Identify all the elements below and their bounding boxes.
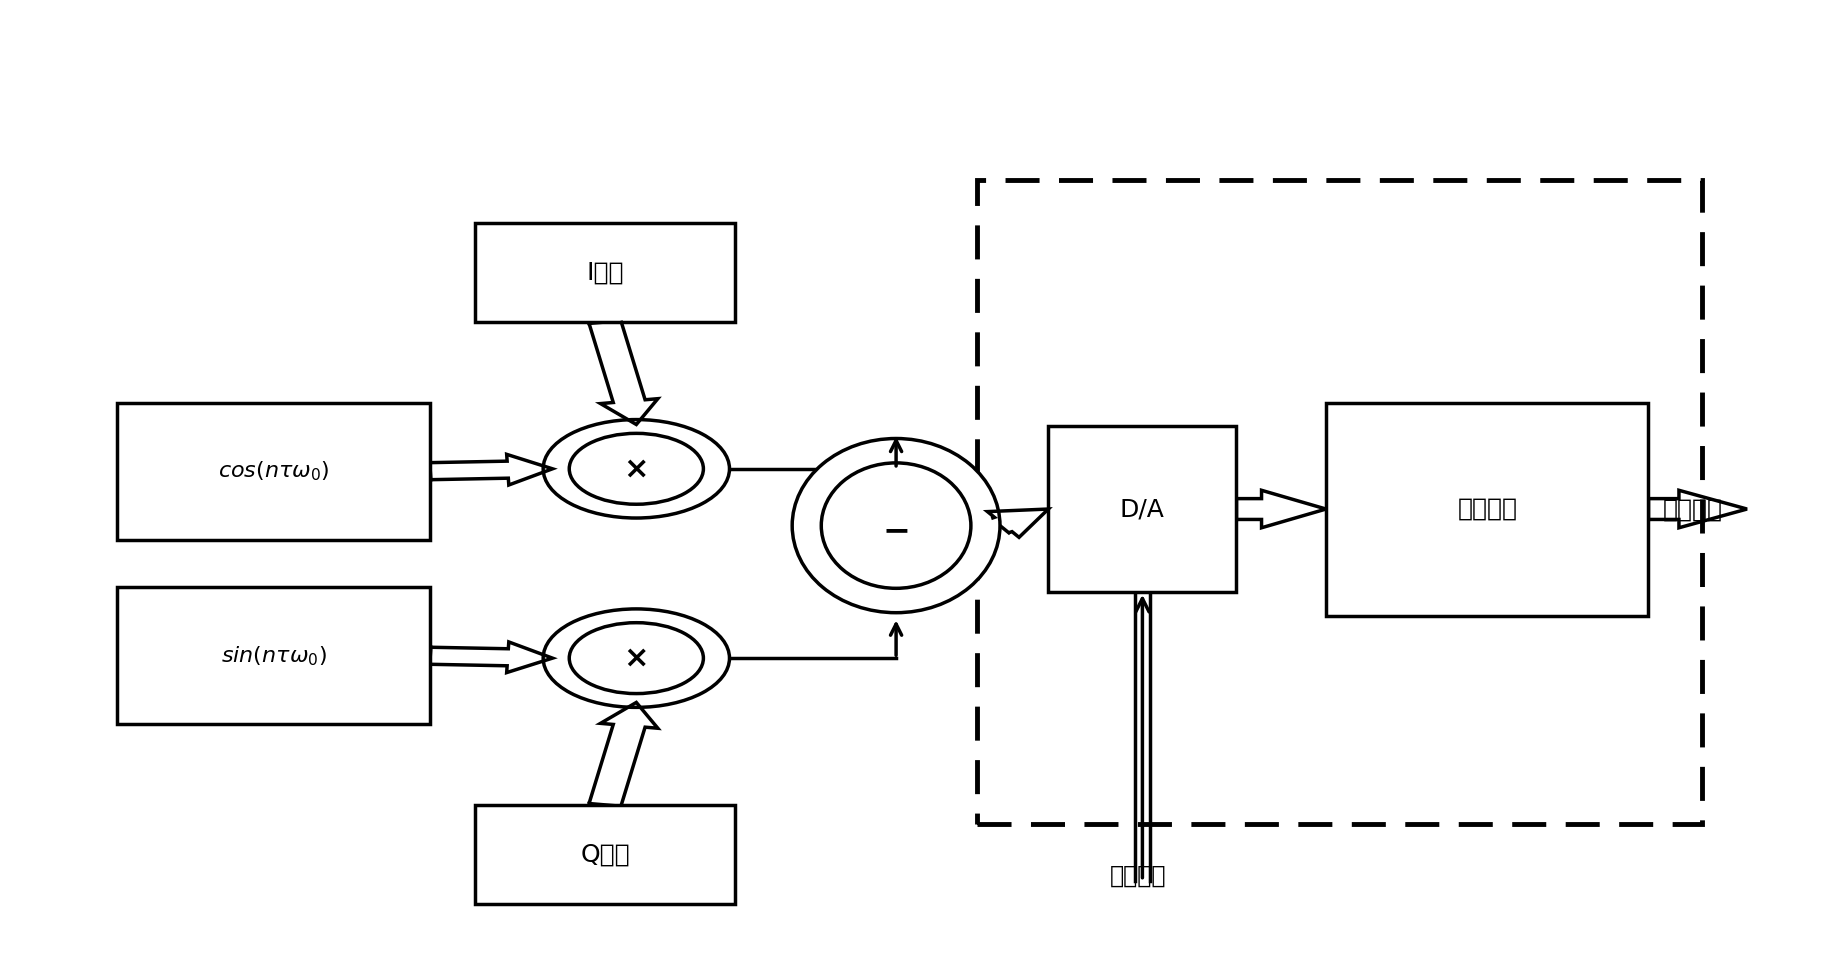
- Text: −: −: [883, 514, 910, 547]
- Text: ×: ×: [623, 643, 649, 672]
- Text: 幅度控制: 幅度控制: [1457, 497, 1517, 521]
- FancyBboxPatch shape: [117, 587, 430, 724]
- Text: 射频功放: 射频功放: [1663, 497, 1722, 522]
- Ellipse shape: [821, 463, 971, 588]
- Circle shape: [543, 419, 729, 518]
- FancyBboxPatch shape: [475, 805, 735, 904]
- Text: $\mathit{sin}(n\tau\omega_0)$: $\mathit{sin}(n\tau\omega_0)$: [221, 644, 327, 668]
- Text: D/A: D/A: [1121, 497, 1164, 521]
- Circle shape: [543, 609, 729, 707]
- Text: ×: ×: [623, 454, 649, 483]
- Text: $\mathit{cos}(n\tau\omega_0)$: $\mathit{cos}(n\tau\omega_0)$: [218, 460, 329, 483]
- Ellipse shape: [792, 439, 1000, 612]
- Text: Q通道: Q通道: [579, 842, 631, 867]
- FancyBboxPatch shape: [1325, 403, 1649, 615]
- Text: I通道: I通道: [587, 261, 623, 284]
- FancyBboxPatch shape: [117, 403, 430, 540]
- FancyBboxPatch shape: [475, 222, 735, 322]
- FancyBboxPatch shape: [1047, 426, 1236, 592]
- Circle shape: [569, 623, 704, 694]
- Text: 触发信号: 触发信号: [1110, 864, 1166, 888]
- Circle shape: [569, 434, 704, 504]
